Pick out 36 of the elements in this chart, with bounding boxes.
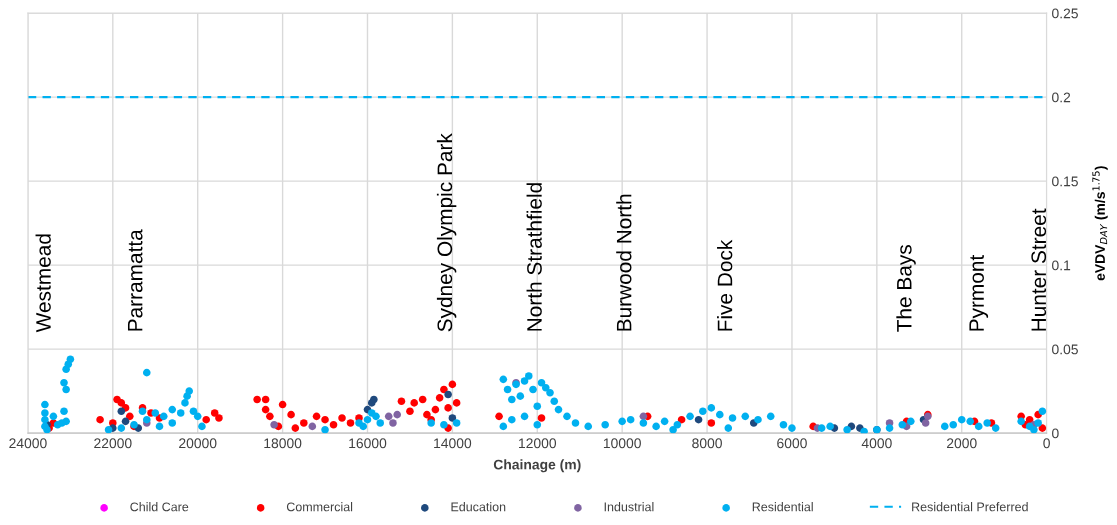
legend-label: Residential Preferred <box>912 502 1028 512</box>
annotation: Hunter Street <box>1031 208 1047 331</box>
x-tick-label: 4000 <box>861 438 892 449</box>
annotation: Sydney Olympic Park <box>436 133 457 332</box>
x-tick-label: 16000 <box>349 438 387 449</box>
x-tick-label: 18000 <box>264 438 302 449</box>
x-tick-label: 2000 <box>946 438 977 449</box>
x-tick-label: 10000 <box>603 438 641 449</box>
x-tick-label: 22000 <box>94 438 132 449</box>
y-tick-label: 0.15 <box>1052 176 1078 187</box>
legend-label: Residential <box>752 502 813 512</box>
x-tick-label: 14000 <box>434 438 472 449</box>
legend-label: Child Care <box>130 502 189 512</box>
annotation: North Strathfield <box>526 183 542 331</box>
annotation: Westmead <box>35 234 51 333</box>
x-tick-label: 20000 <box>179 438 217 449</box>
x-tick-label: 6000 <box>777 438 807 449</box>
y-tick-label: 0.1 <box>1052 260 1071 271</box>
x-tick-label: 0 <box>1043 438 1050 449</box>
y-tick-label: 0.25 <box>1052 8 1078 19</box>
annotation: The Bays <box>896 245 916 332</box>
annotation: Pyrmont <box>969 254 989 331</box>
legend-label: Commercial <box>286 502 353 512</box>
annotation: Five Dock <box>717 239 733 331</box>
x-tick-label: 8000 <box>692 438 722 449</box>
annotation: Burwood North <box>616 194 632 331</box>
annotation: Parramatta <box>127 229 143 331</box>
x-tick-label: 12000 <box>519 438 557 449</box>
legend-label: Industrial <box>604 502 654 512</box>
y-tick-label: 0.05 <box>1052 344 1078 355</box>
y-tick-label: 0.2 <box>1052 92 1071 103</box>
x-axis-title: Chainage (m) <box>493 459 581 473</box>
y-tick-label: 0 <box>1052 428 1059 439</box>
x-tick-label: 24000 <box>9 438 47 449</box>
y-axis-title: eVDV$_{DAY}$ (m/s$^{1.75}$) <box>1092 166 1108 281</box>
legend-label: Education <box>451 502 506 512</box>
